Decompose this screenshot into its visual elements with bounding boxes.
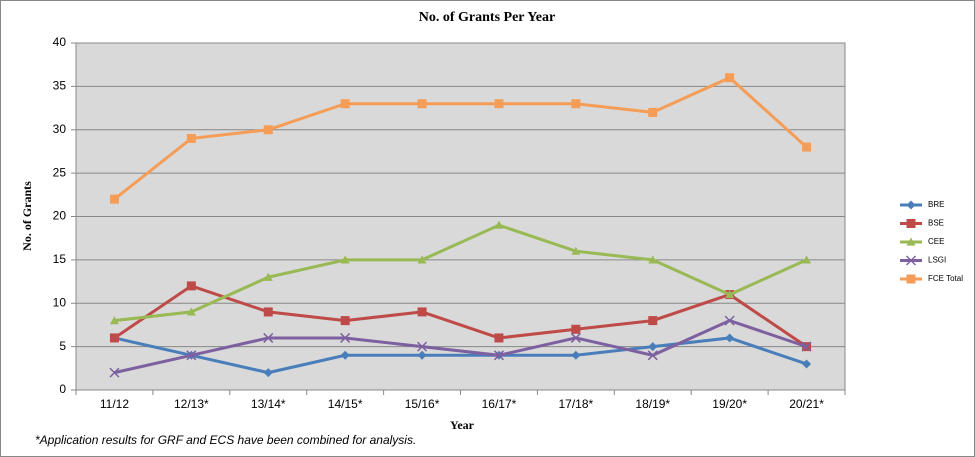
y-tick-label: 10 <box>53 295 67 309</box>
legend-label: BSE <box>928 219 944 228</box>
marker <box>494 220 504 229</box>
x-tick-label: 14/15* <box>328 397 363 411</box>
marker <box>340 350 350 360</box>
x-tick-label: 13/14* <box>251 397 286 411</box>
marker <box>494 333 504 343</box>
marker <box>263 307 273 317</box>
marker <box>109 194 119 204</box>
footnote: *Application results for GRF and ECS hav… <box>35 433 416 447</box>
marker <box>802 142 812 152</box>
marker <box>340 316 350 326</box>
y-tick-label: 15 <box>53 252 67 266</box>
legend-label: FCE Total <box>928 274 963 283</box>
series-line <box>113 284 808 348</box>
marker <box>571 246 581 255</box>
x-tick-label: 11/12 <box>100 397 129 411</box>
marker <box>648 255 658 264</box>
marker <box>802 255 812 264</box>
series-line <box>114 318 808 375</box>
marker <box>906 200 916 210</box>
legend-label: LSGI <box>928 256 946 265</box>
marker <box>109 316 119 325</box>
y-tick-label: 5 <box>59 339 66 353</box>
marker <box>801 341 812 352</box>
marker <box>186 350 197 361</box>
marker <box>648 316 658 326</box>
series-line <box>114 223 808 323</box>
marker <box>725 73 735 83</box>
marker <box>570 332 581 343</box>
marker <box>493 350 504 361</box>
marker <box>906 274 916 284</box>
x-tick-label: 20/21* <box>789 397 824 411</box>
marker <box>905 255 917 266</box>
chart-title: No. of Grants Per Year <box>419 10 555 25</box>
y-tick-label: 25 <box>53 165 67 179</box>
y-axis-label: No. of Grants <box>20 181 34 251</box>
marker <box>417 341 428 352</box>
y-tick-label: 35 <box>53 79 67 93</box>
x-tick-label: 19/20* <box>712 397 747 411</box>
marker <box>725 333 735 343</box>
y-tick-label: 0 <box>59 382 66 396</box>
marker <box>417 99 427 109</box>
marker <box>263 125 273 135</box>
y-tick-label: 40 <box>53 35 67 49</box>
legend-label: BRE <box>928 200 944 209</box>
marker <box>186 281 196 291</box>
marker <box>648 107 658 117</box>
marker <box>417 255 427 264</box>
legend-label: CEE <box>928 237 944 246</box>
marker <box>906 219 916 228</box>
marker <box>724 315 735 326</box>
marker <box>186 133 196 143</box>
x-tick-label: 15/16* <box>405 397 440 411</box>
marker <box>109 333 119 343</box>
marker <box>725 290 735 299</box>
marker <box>802 359 812 369</box>
x-tick-label: 12/13* <box>174 397 209 411</box>
marker <box>571 350 581 360</box>
x-axis-label: Year <box>450 418 475 432</box>
x-tick-label: 17/18* <box>558 397 593 411</box>
marker <box>186 307 196 316</box>
marker <box>571 324 581 334</box>
marker <box>340 332 351 343</box>
x-tick-label: 16/17* <box>482 397 517 411</box>
marker <box>340 99 350 109</box>
marker <box>648 342 658 352</box>
marker <box>417 350 427 360</box>
y-tick-label: 30 <box>53 122 67 136</box>
series-line <box>113 75 808 201</box>
marker <box>417 307 427 317</box>
marker <box>263 368 273 378</box>
marker <box>647 350 658 361</box>
series-line <box>114 336 808 375</box>
marker <box>340 255 350 264</box>
marker <box>494 99 504 109</box>
marker <box>263 272 273 281</box>
marker <box>571 99 581 109</box>
marker <box>906 237 916 246</box>
marker <box>109 367 120 378</box>
y-tick-label: 20 <box>53 209 67 223</box>
x-tick-label: 18/19* <box>635 397 670 411</box>
marker <box>263 332 274 343</box>
